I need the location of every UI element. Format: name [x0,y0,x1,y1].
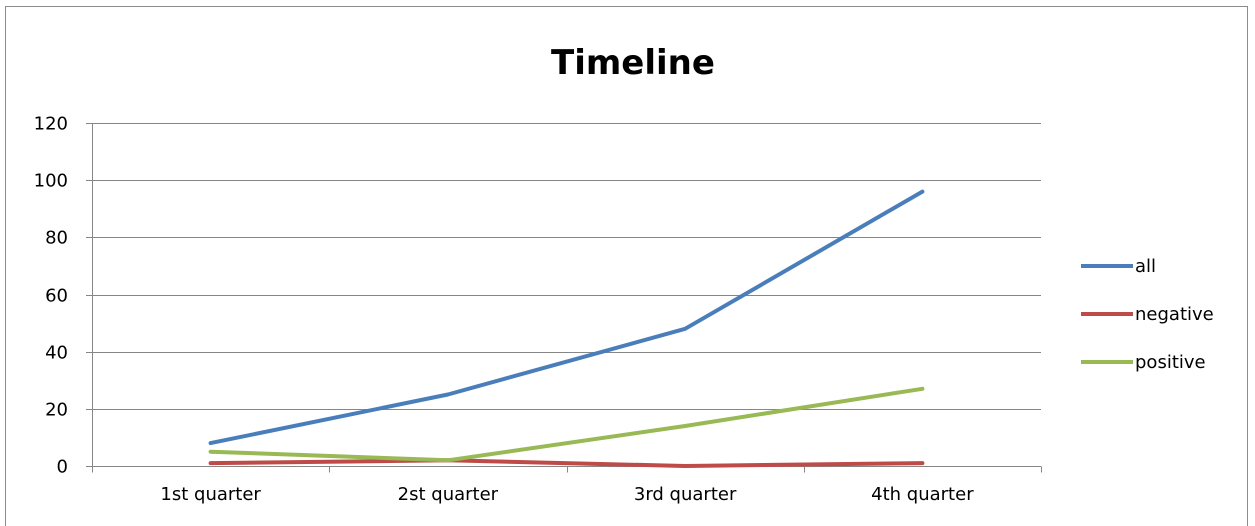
y-tick-label-60: 60 [45,286,68,307]
axes: 0 20 40 60 80 100 120 1st quarter 2st quarter 3rd… [34,114,1042,505]
series-line-all [208,189,925,446]
series-line-positive [208,386,925,463]
x-tick-label-0: 1st quarter [160,484,261,505]
chart-frame [5,6,1248,526]
series-line-negative [208,458,925,468]
y-tick-label-40: 40 [45,343,68,364]
legend-label-negative: negative [1135,304,1214,325]
y-tick-label-80: 80 [45,228,68,249]
x-tick-label-3: 4th quarter [871,484,974,505]
series-lines [208,189,925,468]
legend-label-positive: positive [1135,352,1206,373]
x-tick-label-2: 3rd quarter [634,484,737,505]
y-tick-label-0: 0 [57,457,68,478]
legend-label-all: all [1135,256,1156,277]
gridlines [92,123,1041,410]
x-tick-label-1: 2st quarter [398,484,499,505]
y-tick-label-20: 20 [45,400,68,421]
legend: all negative positive [1081,256,1214,373]
chart-title: Timeline [551,43,715,83]
y-tick-label-100: 100 [34,171,68,192]
y-tick-label-120: 120 [34,114,68,135]
